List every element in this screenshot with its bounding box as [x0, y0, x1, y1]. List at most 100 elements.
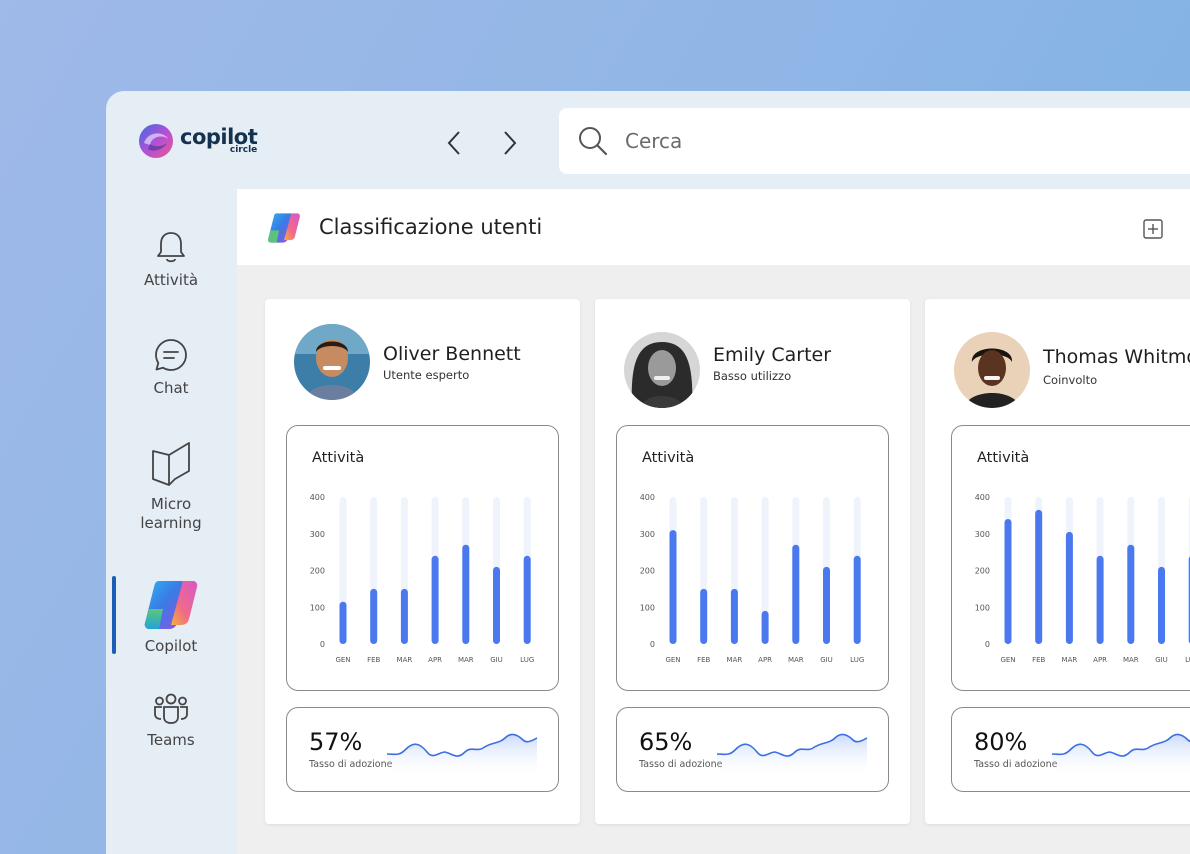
- avatar: [624, 332, 700, 408]
- adoption-value: 80%: [974, 728, 1028, 756]
- x-tick-label: MAR: [458, 656, 474, 664]
- bar: [431, 555, 439, 644]
- back-button[interactable]: [445, 129, 465, 157]
- user-card[interactable]: Thomas Whitmore Coinvolto Attività 0 100 2…: [925, 299, 1190, 824]
- brand-logo[interactable]: copilot circle: [138, 123, 258, 159]
- x-tick-label: FEB: [367, 656, 380, 664]
- main-panel: Classificazione utenti Oliver Bennett: [237, 189, 1190, 854]
- bar: [761, 610, 769, 644]
- bar: [1035, 509, 1043, 644]
- activity-bar-chart: 0 100 200 300 400 GEN FEB MAR APR MAR GIU LUG: [310, 493, 535, 664]
- adoption-value: 57%: [309, 728, 363, 756]
- y-tick-label: 400: [310, 493, 325, 502]
- x-tick-label: GEN: [1000, 656, 1015, 664]
- search-input[interactable]: [625, 129, 1125, 153]
- x-tick-label: GIU: [1155, 656, 1168, 664]
- adoption-label: Tasso di adozione: [309, 759, 393, 770]
- bar: [1004, 519, 1012, 644]
- user-role: Coinvolto: [1043, 373, 1098, 387]
- user-name: Oliver Bennett: [383, 343, 521, 365]
- brand-subname: circle: [229, 145, 258, 155]
- activity-panel: Attività 0 100 200 300 400 GEN FEB MAR APR MAR GIU…: [286, 425, 559, 691]
- bar: [1158, 566, 1165, 644]
- bar: [669, 530, 677, 644]
- x-tick-label: APR: [1093, 656, 1107, 664]
- sidebar-label-copilot: Copilot: [144, 637, 198, 655]
- user-card[interactable]: Emily Carter Basso utilizzo Attività 0 10…: [595, 299, 910, 824]
- book-icon: [152, 442, 190, 486]
- bar: [493, 566, 500, 644]
- activity-panel: Attività 0 100 200 300 400 GEN FEB MAR APR MAR GIU…: [951, 425, 1190, 691]
- bell-icon: [157, 232, 185, 263]
- chat-icon: [155, 339, 187, 371]
- teams-icon: [154, 693, 188, 724]
- bar: [730, 588, 738, 644]
- adoption-sparkline: [1052, 733, 1190, 778]
- bar-track: [761, 497, 769, 644]
- y-tick-label: 100: [640, 603, 655, 612]
- sidebar-item-microlearning[interactable]: Micro learning: [106, 439, 236, 533]
- adoption-value: 65%: [639, 728, 693, 756]
- x-tick-label: LUG: [1185, 656, 1190, 664]
- adoption-panel: 57% Tasso di adozione: [286, 707, 559, 792]
- y-tick-label: 300: [640, 530, 655, 539]
- x-tick-label: FEB: [1032, 656, 1045, 664]
- bar: [853, 555, 861, 644]
- bar: [792, 544, 800, 644]
- adoption-sparkline: [717, 733, 868, 778]
- bar: [1127, 544, 1135, 644]
- copilot-circle-logo-icon: [139, 124, 173, 158]
- user-name: Emily Carter: [713, 344, 832, 366]
- x-tick-label: MAR: [1062, 656, 1078, 664]
- bar: [1096, 555, 1104, 644]
- adoption-label: Tasso di adozione: [974, 759, 1058, 770]
- sidebar: Attività Chat Micro learning: [106, 187, 236, 854]
- bar: [370, 588, 378, 644]
- x-tick-label: GIU: [820, 656, 833, 664]
- y-tick-label: 100: [975, 603, 990, 612]
- x-tick-label: FEB: [697, 656, 710, 664]
- user-name: Thomas Whitmore: [1043, 346, 1190, 368]
- y-tick-label: 400: [640, 493, 655, 502]
- panel-header: Classificazione utenti: [237, 189, 1190, 265]
- bar: [523, 555, 531, 644]
- sidebar-item-chat[interactable]: Chat: [106, 337, 236, 398]
- user-card[interactable]: Oliver Bennett Utente esperto Attività 0…: [265, 299, 580, 824]
- activity-bar-chart: 0 100 200 300 400 GEN FEB MAR APR MAR GIU LUG: [975, 493, 1190, 664]
- x-tick-label: MAR: [788, 656, 804, 664]
- sidebar-label-chat: Chat: [153, 379, 189, 397]
- bar: [462, 544, 470, 644]
- x-tick-label: GEN: [665, 656, 680, 664]
- x-tick-label: LUG: [850, 656, 864, 664]
- activity-title: Attività: [642, 450, 695, 466]
- activity-panel: Attività 0 100 200 300 400 GEN FEB MAR APR MAR GIU…: [616, 425, 889, 691]
- chevron-right-icon: [504, 131, 517, 155]
- sidebar-item-activity[interactable]: Attività: [106, 229, 236, 290]
- sidebar-item-teams[interactable]: Teams: [106, 693, 236, 750]
- y-tick-label: 200: [975, 567, 990, 576]
- y-tick-label: 200: [310, 567, 325, 576]
- active-indicator: [112, 576, 116, 654]
- y-tick-label: 0: [650, 640, 655, 649]
- y-tick-label: 0: [320, 640, 325, 649]
- copilot-icon: [268, 213, 300, 243]
- search-box[interactable]: [559, 108, 1190, 174]
- sidebar-label-teams: Teams: [147, 731, 195, 749]
- brand-name: copilot: [180, 125, 258, 149]
- chevron-left-icon: [447, 131, 460, 155]
- sidebar-item-copilot[interactable]: Copilot: [106, 579, 236, 656]
- user-role: Basso utilizzo: [713, 369, 792, 383]
- adoption-sparkline: [387, 733, 538, 778]
- add-square-icon[interactable]: [1143, 219, 1163, 239]
- bar: [339, 601, 347, 644]
- adoption-panel: 80% Tasso di adozione: [951, 707, 1190, 792]
- bar: [823, 566, 830, 644]
- avatar: [294, 324, 370, 400]
- forward-button[interactable]: [499, 129, 519, 157]
- search-icon: [579, 127, 608, 156]
- y-tick-label: 400: [975, 493, 990, 502]
- y-tick-label: 300: [310, 530, 325, 539]
- user-photo: [624, 332, 700, 408]
- top-bar: copilot circle: [106, 91, 1190, 187]
- user-photo: [954, 332, 1030, 408]
